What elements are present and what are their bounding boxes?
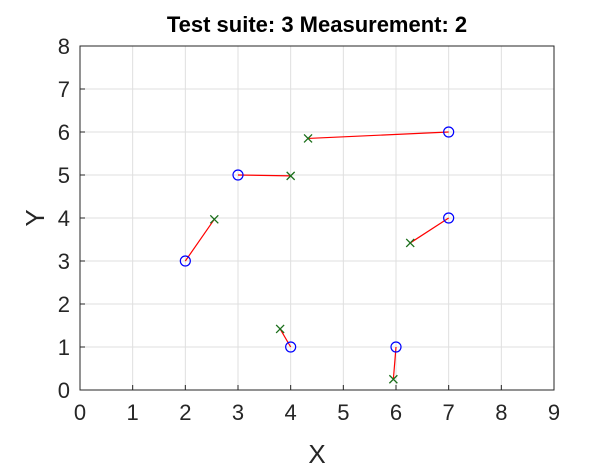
circle-point — [443, 126, 455, 138]
y-tick-label: 6 — [58, 120, 70, 145]
x-tick-label: 2 — [179, 400, 191, 425]
x-axis-ticks: 0 1 2 3 4 5 6 7 8 9 — [74, 385, 560, 425]
circle-point — [285, 341, 297, 353]
y-tick-label: 3 — [58, 249, 70, 274]
circle-point — [179, 255, 191, 267]
link-line — [279, 328, 292, 348]
x-tick-label: 5 — [337, 400, 349, 425]
y-axis-ticks: 0 1 2 3 4 5 6 7 8 — [58, 34, 85, 403]
cross-point — [275, 324, 285, 334]
y-axis-label: Y — [20, 209, 50, 226]
data-points — [179, 126, 455, 384]
x-tick-label: 7 — [443, 400, 455, 425]
circle-point — [443, 212, 455, 224]
y-tick-label: 8 — [58, 34, 70, 59]
cross-point — [388, 374, 398, 384]
grid-lines — [79, 45, 555, 391]
cross-point — [286, 171, 296, 181]
x-tick-label: 4 — [285, 400, 297, 425]
y-tick-label: 7 — [58, 77, 70, 102]
link-line — [409, 217, 449, 244]
link-line — [308, 131, 449, 140]
x-tick-label: 1 — [127, 400, 139, 425]
link-line — [184, 218, 215, 262]
x-tick-label: 0 — [74, 400, 86, 425]
y-tick-label: 4 — [58, 206, 70, 231]
y-tick-label: 5 — [58, 163, 70, 188]
y-tick-label: 2 — [58, 292, 70, 317]
x-axis-label: X — [308, 439, 325, 469]
x-tick-label: 9 — [548, 400, 560, 425]
link-line — [237, 174, 291, 177]
cross-point — [209, 214, 219, 224]
link-lines — [184, 131, 449, 380]
circle-point — [390, 341, 402, 353]
x-tick-label: 8 — [495, 400, 507, 425]
y-tick-label: 1 — [58, 335, 70, 360]
cross-point — [303, 133, 313, 143]
circle-point — [232, 169, 244, 181]
x-tick-label: 3 — [232, 400, 244, 425]
cross-point — [405, 238, 415, 248]
chart-title: Test suite: 3 Measurement: 2 — [167, 12, 467, 37]
y-tick-label: 0 — [58, 378, 70, 403]
x-tick-label: 6 — [390, 400, 402, 425]
